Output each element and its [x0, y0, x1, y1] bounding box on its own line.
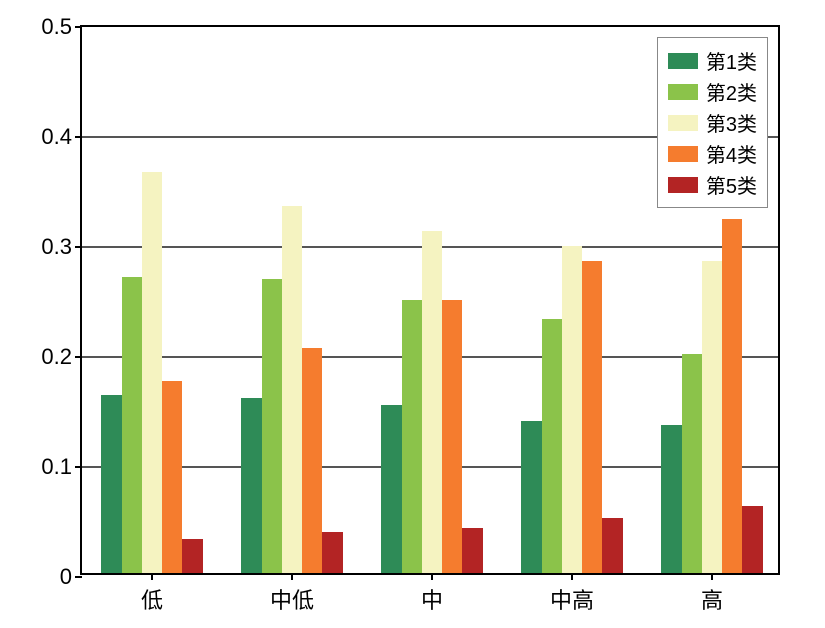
- legend-label: 第2类: [706, 77, 757, 106]
- legend-label: 第4类: [706, 139, 757, 168]
- legend-item: 第4类: [668, 139, 757, 168]
- bar: [302, 348, 322, 574]
- bar: [162, 381, 182, 574]
- bar: [542, 319, 562, 573]
- y-tick-label: 0.3: [41, 234, 72, 260]
- bar: [322, 532, 342, 573]
- legend-swatch: [668, 53, 698, 69]
- y-tick-label: 0.1: [41, 454, 72, 480]
- bar: [241, 398, 261, 573]
- legend-label: 第1类: [706, 46, 757, 75]
- y-tick-mark: [75, 136, 82, 138]
- legend-swatch: [668, 84, 698, 100]
- x-tick-label: 中高: [550, 583, 594, 615]
- x-tick-label: 低: [141, 583, 163, 615]
- chart-container: 0 0.1 0.2 0.3 0.4 0.5 低 中低 中 中高 高 第1类第2类第3类第4类第5类: [0, 0, 825, 628]
- y-tick-label: 0.2: [41, 344, 72, 370]
- legend-item: 第2类: [668, 77, 757, 106]
- x-tick-label: 高: [701, 583, 723, 615]
- x-tick-mark: [291, 573, 293, 580]
- bar: [682, 354, 702, 573]
- y-tick-mark: [75, 246, 82, 248]
- bar: [702, 261, 722, 573]
- legend-swatch: [668, 115, 698, 131]
- bar: [262, 279, 282, 573]
- y-tick-mark: [75, 576, 82, 578]
- y-tick-label: 0.5: [41, 14, 72, 40]
- bar: [381, 405, 401, 573]
- legend-item: 第3类: [668, 108, 757, 137]
- y-tick-label: 0: [60, 564, 72, 590]
- legend-item: 第5类: [668, 170, 757, 199]
- x-tick-mark: [151, 573, 153, 580]
- y-tick-mark: [75, 356, 82, 358]
- bar: [602, 518, 622, 573]
- x-tick-label: 中低: [270, 583, 314, 615]
- y-tick-mark: [75, 466, 82, 468]
- legend-label: 第3类: [706, 108, 757, 137]
- bar: [182, 539, 202, 573]
- bar: [722, 219, 742, 573]
- bar: [521, 421, 541, 573]
- legend: 第1类第2类第3类第4类第5类: [657, 37, 768, 208]
- x-tick-mark: [711, 573, 713, 580]
- bar: [402, 300, 422, 573]
- legend-item: 第1类: [668, 46, 757, 75]
- bar: [282, 206, 302, 573]
- bar: [661, 425, 681, 574]
- y-tick-label: 0.4: [41, 124, 72, 150]
- x-tick-label: 中: [421, 583, 443, 615]
- bar: [122, 277, 142, 573]
- bar: [462, 528, 482, 573]
- legend-label: 第5类: [706, 170, 757, 199]
- x-tick-mark: [571, 573, 573, 580]
- bar: [422, 231, 442, 573]
- bar: [442, 300, 462, 573]
- bar: [582, 261, 602, 573]
- bar: [742, 506, 762, 573]
- bar: [101, 395, 121, 573]
- bar: [142, 172, 162, 574]
- bar: [562, 246, 582, 573]
- legend-swatch: [668, 146, 698, 162]
- plot-area: 00.10.20.30.40.5低中低中中高高第1类第2类第3类第4类第5类: [80, 25, 780, 575]
- x-tick-mark: [431, 573, 433, 580]
- legend-swatch: [668, 177, 698, 193]
- y-tick-mark: [75, 26, 82, 28]
